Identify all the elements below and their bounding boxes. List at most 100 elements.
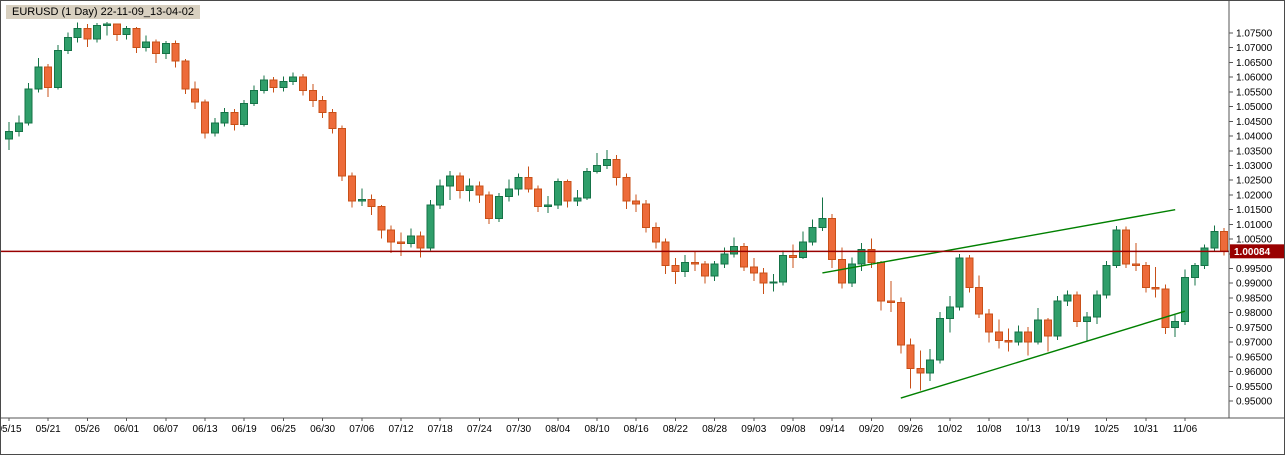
time-tick-label: 09/08 [780, 424, 805, 435]
price-tick-label: 0.97500 [1236, 323, 1273, 334]
candle [622, 173, 631, 210]
candle [1053, 296, 1062, 340]
price-tick-label: 1.04000 [1236, 132, 1273, 143]
candle [289, 72, 298, 85]
candle [112, 23, 121, 42]
candle [485, 191, 494, 224]
candle [945, 296, 954, 333]
candle [985, 309, 993, 343]
time-tick-label: 07/30 [506, 424, 531, 435]
time-tick-label: 05/15 [1, 424, 22, 435]
time-tick-label: 08/10 [584, 424, 609, 435]
candle [1112, 226, 1121, 268]
candle [1014, 325, 1023, 346]
candle [495, 193, 503, 223]
candle [740, 243, 748, 271]
candle [426, 200, 435, 251]
time-tick-label: 08/28 [702, 424, 727, 435]
price-tick-label: 1.06000 [1236, 73, 1273, 84]
candle [446, 170, 454, 201]
candle [328, 109, 337, 134]
candle [63, 32, 72, 55]
upper-channel-line[interactable] [822, 208, 1176, 274]
price-tick-label: 1.00500 [1236, 235, 1273, 246]
candle [338, 125, 347, 181]
candle [132, 27, 141, 54]
candle [1210, 225, 1219, 252]
time-tick-label: 10/25 [1094, 424, 1119, 435]
price-tick-label: 0.98000 [1236, 308, 1273, 319]
candle [975, 275, 984, 318]
price-tick-label: 0.96500 [1236, 352, 1273, 363]
candle [573, 190, 582, 207]
candle [642, 200, 650, 233]
candle [828, 213, 837, 268]
candle [1004, 328, 1013, 352]
candle [367, 194, 376, 215]
candle [1092, 290, 1101, 324]
candle [93, 22, 102, 43]
time-tick-label: 10/19 [1055, 424, 1080, 435]
candle [259, 75, 268, 94]
time-tick-label: 06/30 [310, 424, 335, 435]
price-tick-label: 0.99000 [1236, 279, 1273, 290]
candle [1043, 317, 1052, 352]
candle [553, 178, 562, 210]
candle [1181, 269, 1189, 326]
candle [847, 257, 856, 287]
price-tick-label: 0.96000 [1236, 367, 1273, 378]
candle [700, 260, 709, 284]
candle [406, 228, 415, 248]
trendlines-layer [822, 208, 1186, 399]
price-tick-label: 1.03500 [1236, 146, 1273, 157]
candle [1102, 260, 1111, 299]
candle [152, 39, 160, 64]
candle [357, 188, 366, 207]
price-tick-label: 1.07500 [1236, 29, 1273, 40]
candle [1073, 291, 1082, 327]
price-tick-label: 1.03000 [1236, 161, 1273, 172]
candle [749, 257, 758, 281]
candle [269, 76, 278, 93]
candle [171, 40, 180, 68]
candle [504, 179, 513, 202]
candles-layer [5, 22, 1229, 391]
price-tick-label: 1.02500 [1236, 176, 1273, 187]
price-tick-label: 1.04500 [1236, 117, 1273, 128]
candle [730, 237, 739, 258]
candle [250, 85, 258, 107]
time-tick-label: 09/26 [898, 424, 923, 435]
lower-channel-line[interactable] [900, 310, 1186, 399]
candle [926, 349, 935, 381]
candle [514, 173, 523, 196]
candle [838, 247, 846, 289]
candle [1122, 226, 1131, 268]
candle [1141, 262, 1150, 293]
candle [240, 100, 249, 127]
price-tick-label: 1.01500 [1236, 205, 1273, 216]
price-tick-label: 1.07000 [1236, 43, 1273, 54]
candle [720, 247, 729, 268]
candle [387, 225, 396, 254]
candle [906, 338, 915, 389]
chart-title-badge: EURUSD (1 Day) 22-11-09_13-04-02 [6, 5, 200, 19]
candle [994, 319, 1003, 349]
candle [14, 115, 23, 137]
candle [789, 244, 797, 268]
candle [671, 257, 680, 284]
chart-title: EURUSD (1 Day) 22-11-09_13-04-02 [12, 6, 194, 18]
time-tick-label: 09/14 [820, 424, 845, 435]
candle [691, 252, 699, 271]
time-tick-label: 07/12 [388, 424, 413, 435]
time-tick-label: 06/07 [153, 424, 178, 435]
axes-layer: 1.07500 1.07000 1.06500 1.06000 1.05500 1.050… [1, 29, 1273, 436]
candle [1161, 284, 1170, 334]
candle [1063, 290, 1072, 307]
candle [661, 238, 670, 274]
time-tick-label: 10/13 [1016, 424, 1041, 435]
candle [73, 22, 82, 43]
candle [1171, 315, 1180, 337]
candle [867, 238, 876, 268]
candle [965, 254, 974, 293]
